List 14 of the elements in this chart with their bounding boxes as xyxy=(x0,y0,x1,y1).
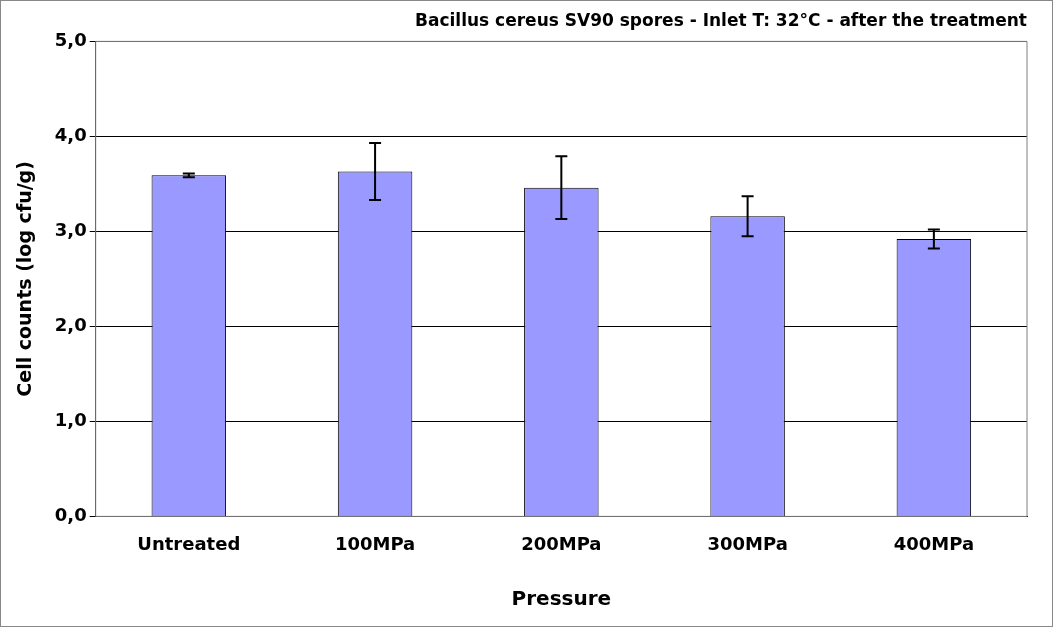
x-tick-label: 400MPa xyxy=(893,532,975,554)
x-tick-label: Untreated xyxy=(137,532,241,554)
x-tick-label: 200MPa xyxy=(521,532,602,554)
y-axis-title: Cell counts (log cfu/g) xyxy=(13,161,36,397)
y-tick-label: 3,0 xyxy=(54,219,87,241)
x-tick-label: 300MPa xyxy=(707,532,788,554)
x-axis-title: Pressure xyxy=(511,586,612,611)
x-tick-label: 100MPa xyxy=(334,532,416,554)
y-tick-label: 1,0 xyxy=(54,409,87,431)
y-tick-label: 4,0 xyxy=(54,124,87,146)
y-tick-label: 0,0 xyxy=(54,504,87,526)
chart-title: Bacillus cereus SV90 spores - Inlet T: 32°C - after the treatment xyxy=(414,9,1027,30)
y-tick-label: 2,0 xyxy=(54,314,87,336)
y-tick-label: 5,0 xyxy=(54,29,87,51)
